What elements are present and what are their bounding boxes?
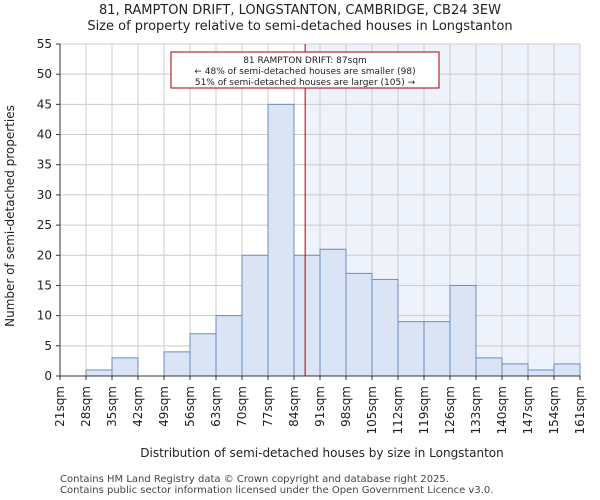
y-tick-label: 5: [44, 339, 52, 353]
x-tick-label: 133sqm: [469, 386, 483, 434]
y-tick-label: 15: [37, 278, 52, 292]
annotation-line-1: 81 RAMPTON DRIFT: 87sqm: [243, 56, 367, 66]
x-tick-label: 21sqm: [53, 386, 67, 427]
x-tick-label: 63sqm: [209, 386, 223, 427]
annotation-line-2: ← 48% of semi-detached houses are smalle…: [194, 67, 415, 77]
grid: [59, 43, 581, 377]
y-tick-label: 10: [37, 309, 52, 323]
y-ticks: 0 5 10 15 20 25 30 35 40 45 50 55: [37, 37, 60, 383]
x-ticks: 21sqm 28sqm 35sqm 42sqm 49sqm 56sqm 63sqm 70sqm…: [53, 376, 587, 434]
x-axis-label: Distribution of semi-detached houses by …: [140, 446, 504, 460]
x-tick-label: 91sqm: [313, 386, 327, 427]
x-tick-label: 112sqm: [391, 386, 405, 434]
x-tick-label: 147sqm: [521, 386, 535, 434]
y-axis-label: Number of semi-detached properties: [3, 105, 17, 327]
histogram-bar: [397, 321, 425, 377]
histogram-bar: [241, 254, 269, 377]
histogram-bar: [189, 333, 217, 377]
x-tick-label: 140sqm: [495, 386, 509, 434]
x-tick-label: 35sqm: [105, 386, 119, 427]
bars: [85, 103, 581, 377]
histogram-bar: [267, 103, 295, 377]
footer-copyright: Contains HM Land Registry data © Crown c…: [60, 474, 449, 485]
histogram-bar: [345, 272, 373, 377]
x-tick-label: 70sqm: [235, 386, 249, 427]
annotation-box: 81 RAMPTON DRIFT: 87sqm ← 48% of semi-de…: [170, 51, 440, 89]
x-tick-label: 28sqm: [79, 386, 93, 427]
histogram-bar: [319, 248, 347, 377]
x-tick-label: 161sqm: [573, 386, 587, 434]
y-tick-label: 25: [37, 218, 52, 232]
y-tick-label: 55: [37, 37, 52, 51]
y-tick-label: 20: [37, 248, 52, 262]
histogram-bar: [449, 284, 477, 377]
x-tick-label: 126sqm: [443, 386, 457, 434]
histogram-bar: [85, 369, 113, 377]
y-tick-label: 0: [44, 369, 52, 383]
histogram-bar: [553, 363, 581, 377]
histogram-bar: [527, 369, 555, 377]
chart-subtitle: Size of property relative to semi-detach…: [87, 19, 513, 34]
y-tick-label: 35: [37, 158, 52, 172]
histogram-bar: [423, 321, 451, 377]
histogram-bar: [111, 357, 139, 377]
x-tick-label: 49sqm: [157, 386, 171, 427]
y-tick-label: 40: [37, 128, 52, 142]
histogram-bar: [293, 254, 321, 377]
annotation-line-3: 51% of semi-detached houses are larger (…: [195, 78, 416, 88]
histogram-bar: [215, 315, 243, 377]
x-tick-label: 98sqm: [339, 386, 353, 427]
chart-title: 81, RAMPTON DRIFT, LONGSTANTON, CAMBRIDG…: [99, 3, 501, 18]
histogram-bar: [501, 363, 529, 377]
x-tick-label: 42sqm: [131, 386, 145, 427]
x-tick-label: 77sqm: [261, 386, 275, 427]
x-tick-label: 56sqm: [183, 386, 197, 427]
x-tick-label: 105sqm: [365, 386, 379, 434]
histogram-bar: [475, 357, 503, 377]
y-tick-label: 30: [37, 188, 52, 202]
y-tick-label: 50: [37, 67, 52, 81]
y-tick-label: 45: [37, 97, 52, 111]
x-tick-label: 154sqm: [547, 386, 561, 434]
histogram-bar: [163, 351, 191, 377]
footer-licence: Contains public sector information licen…: [60, 485, 494, 496]
x-tick-label: 119sqm: [417, 386, 431, 434]
x-tick-label: 84sqm: [287, 386, 301, 427]
histogram-bar: [371, 278, 399, 377]
